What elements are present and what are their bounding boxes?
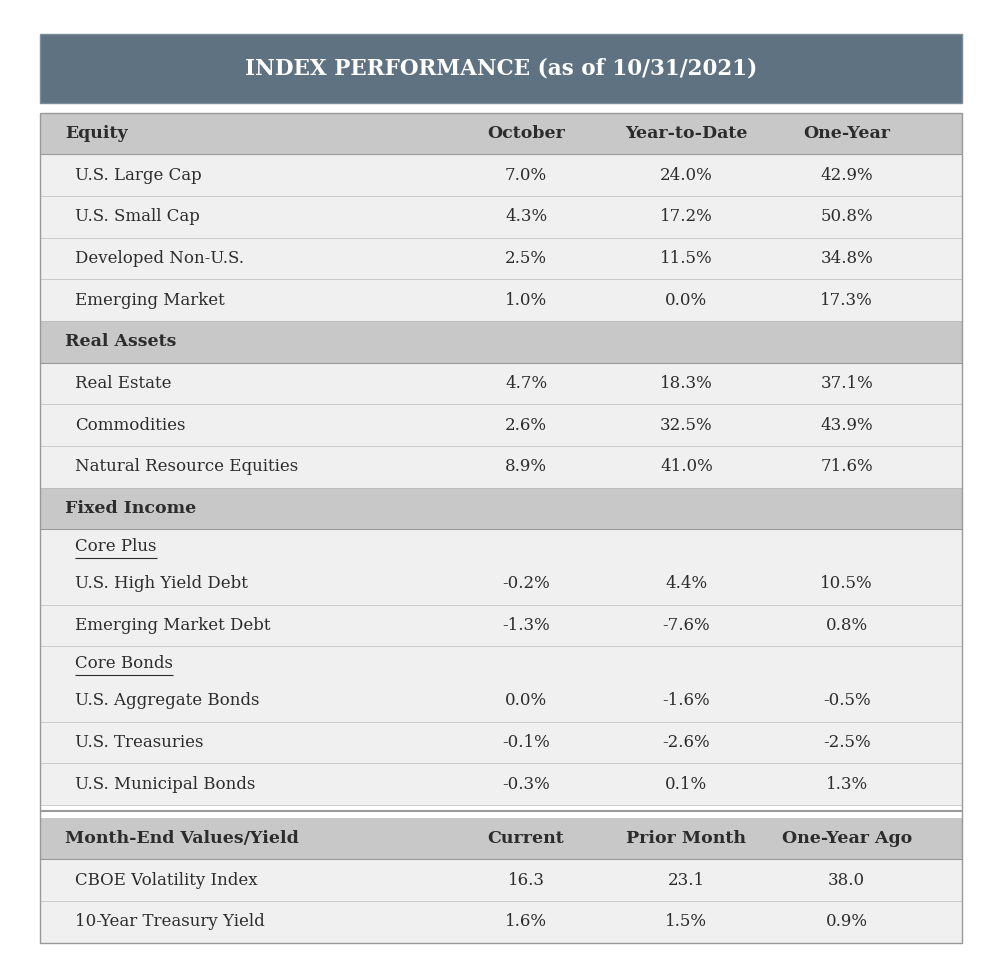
Text: 23.1: 23.1	[667, 871, 705, 889]
Bar	[40, 604, 962, 646]
Text: 37.1%: 37.1%	[821, 375, 873, 392]
Text: 7.0%: 7.0%	[505, 167, 547, 184]
Text: -7.6%: -7.6%	[662, 617, 710, 634]
Text: 17.2%: 17.2%	[660, 208, 712, 226]
Bar	[40, 763, 962, 805]
Bar	[40, 280, 962, 321]
Bar	[40, 901, 962, 943]
Text: 4.4%: 4.4%	[665, 576, 707, 592]
Text: 38.0: 38.0	[828, 871, 866, 889]
Bar	[40, 860, 962, 901]
Text: -0.2%: -0.2%	[502, 576, 550, 592]
Text: 1.0%: 1.0%	[505, 292, 547, 308]
Text: 71.6%: 71.6%	[821, 459, 873, 475]
Bar	[40, 488, 962, 529]
Text: Developed Non-U.S.: Developed Non-U.S.	[75, 250, 244, 267]
Bar	[40, 563, 962, 604]
Bar	[40, 722, 962, 763]
Text: 32.5%: 32.5%	[660, 416, 712, 434]
Text: -0.3%: -0.3%	[502, 776, 550, 792]
Text: Equity: Equity	[65, 125, 128, 142]
Text: 0.0%: 0.0%	[665, 292, 707, 308]
Text: U.S. Municipal Bonds: U.S. Municipal Bonds	[75, 776, 256, 792]
Text: Fixed Income: Fixed Income	[65, 500, 196, 517]
Text: One-Year: One-Year	[804, 125, 890, 142]
Text: 4.7%: 4.7%	[505, 375, 547, 392]
Text: -1.6%: -1.6%	[662, 692, 710, 710]
Text: 1.6%: 1.6%	[505, 914, 547, 930]
Text: 0.8%: 0.8%	[826, 617, 868, 634]
Text: Natural Resource Equities: Natural Resource Equities	[75, 459, 299, 475]
Text: October: October	[487, 125, 565, 142]
Text: 42.9%: 42.9%	[821, 167, 873, 184]
Text: CBOE Volatility Index: CBOE Volatility Index	[75, 871, 258, 889]
Text: Current: Current	[488, 830, 564, 847]
Bar	[40, 362, 962, 405]
Bar	[40, 113, 962, 154]
Bar	[40, 680, 962, 722]
Text: 17.3%: 17.3%	[821, 292, 873, 308]
Bar	[40, 113, 962, 943]
Text: 10.5%: 10.5%	[821, 576, 873, 592]
Text: Commodities: Commodities	[75, 416, 185, 434]
Text: -2.5%: -2.5%	[823, 734, 871, 751]
Text: Emerging Market Debt: Emerging Market Debt	[75, 617, 271, 634]
Text: -0.5%: -0.5%	[823, 692, 871, 710]
Text: U.S. High Yield Debt: U.S. High Yield Debt	[75, 576, 248, 592]
Bar	[40, 405, 962, 446]
Text: U.S. Small Cap: U.S. Small Cap	[75, 208, 200, 226]
Text: Prior Month: Prior Month	[626, 830, 746, 847]
Text: 18.3%: 18.3%	[660, 375, 712, 392]
Text: 34.8%: 34.8%	[821, 250, 873, 267]
Bar	[40, 529, 962, 563]
Text: -1.3%: -1.3%	[502, 617, 550, 634]
Text: 8.9%: 8.9%	[505, 459, 547, 475]
Text: Year-to-Date: Year-to-Date	[625, 125, 747, 142]
Text: Real Assets: Real Assets	[65, 334, 176, 351]
Bar	[40, 446, 962, 488]
Text: 2.5%: 2.5%	[505, 250, 547, 267]
Text: 0.0%: 0.0%	[505, 692, 547, 710]
Text: Core Plus: Core Plus	[75, 538, 156, 554]
Bar	[40, 238, 962, 280]
Bar	[40, 154, 962, 196]
Text: Real Estate: Real Estate	[75, 375, 171, 392]
Text: 1.5%: 1.5%	[665, 914, 707, 930]
Bar	[40, 196, 962, 238]
Text: One-Year Ago: One-Year Ago	[782, 830, 912, 847]
Text: INDEX PERFORMANCE (as of 10/31/2021): INDEX PERFORMANCE (as of 10/31/2021)	[244, 58, 758, 79]
Text: U.S. Treasuries: U.S. Treasuries	[75, 734, 203, 751]
Text: U.S. Aggregate Bonds: U.S. Aggregate Bonds	[75, 692, 260, 710]
Text: Month-End Values/Yield: Month-End Values/Yield	[65, 830, 299, 847]
Bar	[40, 817, 962, 860]
Text: -2.6%: -2.6%	[662, 734, 710, 751]
Text: 0.9%: 0.9%	[826, 914, 868, 930]
Text: 4.3%: 4.3%	[505, 208, 547, 226]
Bar	[40, 321, 962, 362]
Text: Emerging Market: Emerging Market	[75, 292, 224, 308]
Text: 24.0%: 24.0%	[660, 167, 712, 184]
Text: 1.3%: 1.3%	[826, 776, 868, 792]
Text: U.S. Large Cap: U.S. Large Cap	[75, 167, 201, 184]
Bar	[40, 34, 962, 103]
Bar	[40, 646, 962, 680]
Text: 41.0%: 41.0%	[660, 459, 712, 475]
Text: 2.6%: 2.6%	[505, 416, 547, 434]
Text: -0.1%: -0.1%	[502, 734, 550, 751]
Text: Core Bonds: Core Bonds	[75, 655, 173, 672]
Text: 10-Year Treasury Yield: 10-Year Treasury Yield	[75, 914, 265, 930]
Text: 43.9%: 43.9%	[821, 416, 873, 434]
Text: 0.1%: 0.1%	[665, 776, 707, 792]
Text: 11.5%: 11.5%	[660, 250, 712, 267]
Text: 50.8%: 50.8%	[821, 208, 873, 226]
Text: 16.3: 16.3	[508, 871, 544, 889]
